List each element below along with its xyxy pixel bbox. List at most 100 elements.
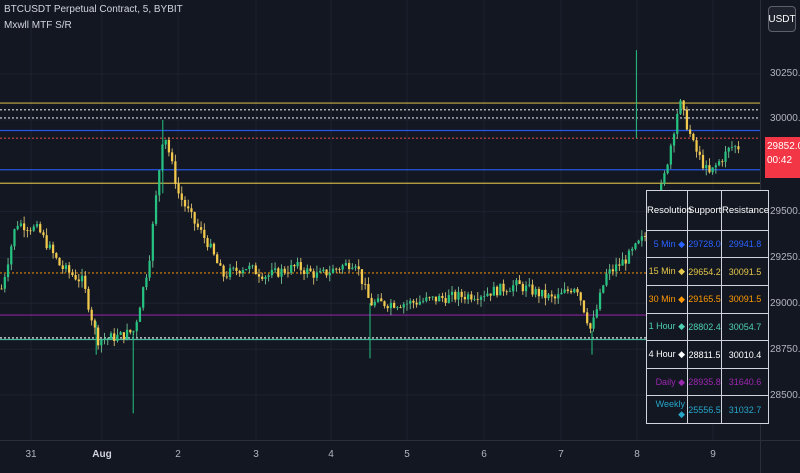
resistance-cell: 29941.8 bbox=[721, 229, 769, 259]
candle-body bbox=[116, 334, 119, 341]
sr-table-row: 4 Hour ◆ 28811.5 30010.4 bbox=[646, 340, 769, 369]
candle-body bbox=[470, 294, 473, 300]
candle-body bbox=[293, 265, 296, 267]
sr-table-row: 1 Hour ◆ 28802.4 30054.7 bbox=[646, 312, 769, 342]
candle-body bbox=[87, 288, 90, 310]
candle-body bbox=[428, 297, 431, 299]
candle-body bbox=[521, 284, 524, 292]
candle-body bbox=[717, 161, 721, 166]
candle-body bbox=[505, 291, 508, 293]
candle-body bbox=[402, 304, 405, 308]
support-cell: 25556.5 bbox=[687, 395, 722, 424]
candle-body bbox=[113, 333, 116, 341]
candle-body bbox=[502, 283, 505, 292]
resistance-cell: 30091.5 bbox=[721, 285, 769, 314]
candle-body bbox=[64, 265, 68, 270]
candle-body bbox=[602, 285, 605, 293]
candle-body bbox=[373, 301, 376, 306]
candle-body bbox=[524, 285, 528, 292]
candle-body bbox=[531, 284, 534, 295]
candle-body bbox=[721, 161, 724, 163]
time-tick: 2 bbox=[175, 449, 181, 460]
resistance-cell: 31640.6 bbox=[721, 367, 769, 397]
candle-body bbox=[171, 152, 174, 162]
candle-body bbox=[669, 145, 672, 165]
candle-body bbox=[328, 272, 331, 276]
time-tick: 8 bbox=[634, 449, 640, 460]
candle-body bbox=[727, 147, 730, 152]
candle-body bbox=[621, 259, 624, 266]
candle-body bbox=[145, 277, 148, 288]
candle-body bbox=[238, 270, 241, 274]
candle-body bbox=[315, 272, 319, 278]
candle-body bbox=[508, 291, 512, 293]
candle-body bbox=[29, 230, 32, 232]
candle-body bbox=[142, 287, 145, 308]
candle-body bbox=[569, 290, 573, 293]
sr-table-row: Weekly ◆ 25556.5 31032.7 bbox=[646, 395, 769, 424]
sr-table: Resolution Support Resistance 5 Min ◆ 297… bbox=[646, 190, 769, 424]
candle-body bbox=[682, 100, 685, 110]
time-tick: 7 bbox=[558, 449, 564, 460]
sr-table-row: 15 Min ◆ 29654.2 30091.5 bbox=[646, 257, 769, 287]
candle-body bbox=[319, 271, 322, 273]
candle-body bbox=[109, 333, 113, 339]
time-axis[interactable] bbox=[0, 440, 760, 473]
candle-body bbox=[547, 294, 550, 299]
candle-body bbox=[737, 146, 740, 150]
currency-button[interactable]: USDT bbox=[768, 6, 796, 32]
candle-body bbox=[608, 269, 611, 274]
candle-body bbox=[705, 165, 708, 169]
candle-body bbox=[676, 113, 679, 134]
candle-body bbox=[714, 165, 717, 168]
candle-body bbox=[183, 199, 187, 207]
price-chart[interactable] bbox=[0, 0, 760, 440]
price-tick: 30000.0 bbox=[770, 113, 800, 124]
candle-body bbox=[267, 275, 270, 277]
candle-body bbox=[125, 329, 129, 340]
candle-body bbox=[534, 288, 537, 295]
candle-body bbox=[399, 307, 402, 309]
candle-body bbox=[386, 306, 389, 309]
resolution-cell: 15 Min ◆ bbox=[646, 257, 688, 287]
candle-body bbox=[100, 339, 103, 346]
candle-body bbox=[338, 269, 341, 270]
candle-body bbox=[225, 276, 228, 278]
candle-body bbox=[122, 332, 125, 340]
candle-body bbox=[228, 268, 232, 277]
candle-body bbox=[579, 292, 582, 301]
candle-body bbox=[158, 170, 161, 196]
candle-body bbox=[476, 299, 479, 301]
candle-body bbox=[685, 109, 689, 130]
candle-body bbox=[495, 286, 499, 296]
candle-body bbox=[177, 183, 180, 194]
candle-body bbox=[409, 300, 412, 304]
candle-body bbox=[84, 275, 87, 289]
candle-body bbox=[393, 302, 396, 308]
candle-body bbox=[106, 338, 109, 340]
candle-body bbox=[251, 265, 254, 267]
candle-body bbox=[582, 300, 586, 313]
candle-body bbox=[360, 269, 364, 284]
bar-countdown: 00:42 bbox=[767, 155, 793, 166]
candle-body bbox=[290, 265, 293, 273]
resistance-cell: 30091.5 bbox=[721, 257, 769, 287]
candle-body bbox=[643, 236, 647, 238]
candle-body bbox=[219, 263, 222, 266]
candle-body bbox=[58, 257, 61, 266]
candle-body bbox=[615, 264, 618, 272]
candle-body bbox=[235, 267, 238, 271]
candle-body bbox=[467, 294, 470, 300]
candle-body bbox=[698, 151, 701, 155]
candle-body bbox=[6, 264, 10, 278]
candle-body bbox=[322, 269, 325, 272]
indicator-title[interactable]: Mxwll MTF S/R bbox=[4, 20, 72, 31]
candle-body bbox=[331, 268, 335, 273]
candle-body bbox=[354, 266, 357, 268]
candle-body bbox=[48, 244, 51, 249]
candle-body bbox=[438, 295, 441, 302]
candle-body bbox=[335, 268, 338, 270]
time-tick: 4 bbox=[328, 449, 334, 460]
candle-body bbox=[241, 270, 245, 274]
candle-body bbox=[254, 265, 257, 275]
